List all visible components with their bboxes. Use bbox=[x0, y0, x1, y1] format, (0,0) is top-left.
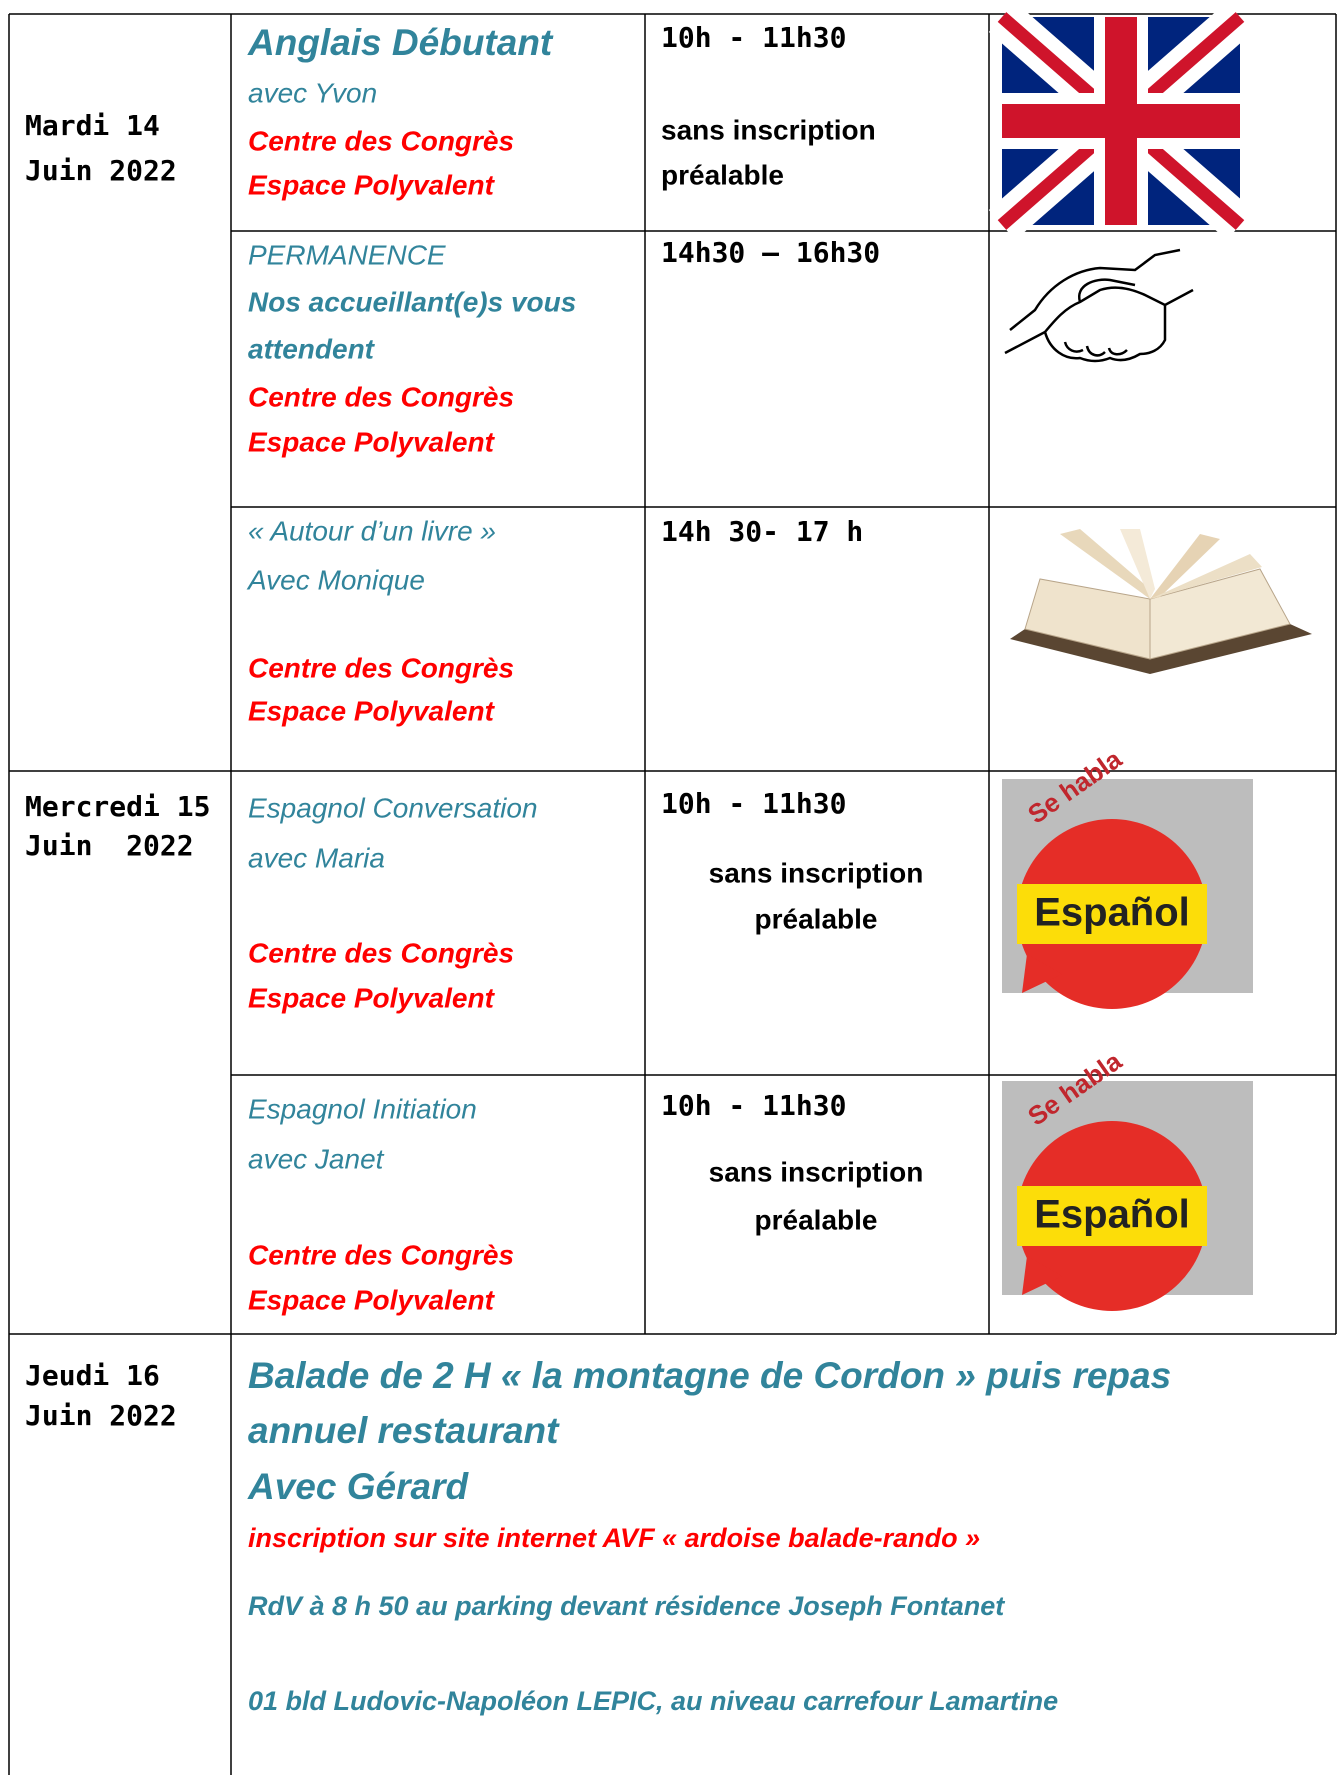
table-borders bbox=[8, 13, 1337, 1775]
event-registration: inscription sur site internet AVF « ardo… bbox=[248, 1523, 980, 1553]
event-note: sans inscription bbox=[709, 1156, 924, 1187]
event-detail: avec Yvon bbox=[248, 77, 377, 108]
event-detail: Nos accueillant(e)s vous bbox=[248, 286, 576, 317]
event-detail: Avec Monique bbox=[246, 564, 425, 595]
event-note: sans inscription bbox=[661, 114, 876, 145]
event-title: Anglais Débutant bbox=[247, 22, 554, 63]
event-title: Espagnol Conversation bbox=[248, 792, 538, 823]
event-place: Espace Polyvalent bbox=[248, 1284, 496, 1315]
day: Mercredi 15 bbox=[25, 790, 210, 823]
image-text: Español bbox=[1034, 1193, 1190, 1237]
day: Juin 2022 bbox=[25, 154, 177, 187]
event-place: Espace Polyvalent bbox=[248, 982, 496, 1013]
event-detail: avec Janet bbox=[248, 1143, 385, 1174]
event-title: Balade de 2 H « la montagne de Cordon » … bbox=[248, 1355, 1171, 1396]
day: Juin 2022 bbox=[25, 829, 194, 862]
event-time: 14h 30- 17 h bbox=[661, 515, 863, 548]
event-title: Espagnol Initiation bbox=[248, 1093, 477, 1124]
event-time: 10h - 11h30 bbox=[661, 1089, 846, 1122]
day: Juin 2022 bbox=[25, 1399, 177, 1432]
event-address: 01 bld Ludovic-Napoléon LEPIC, au niveau… bbox=[248, 1686, 1058, 1716]
day: Jeudi 16 bbox=[25, 1359, 160, 1392]
uk-flag bbox=[988, 1, 1254, 241]
book-icon bbox=[1010, 529, 1312, 674]
event-meeting: RdV à 8 h 50 au parking devant résidence… bbox=[248, 1591, 1005, 1621]
event-leader: Avec Gérard bbox=[247, 1466, 469, 1507]
event-place: Espace Polyvalent bbox=[248, 426, 496, 457]
event-note: préalable bbox=[661, 159, 784, 190]
event-detail: avec Maria bbox=[248, 842, 385, 873]
event-place: Centre des Congrès bbox=[248, 652, 514, 683]
event-place: Espace Polyvalent bbox=[248, 169, 496, 200]
event-place: Centre des Congrès bbox=[248, 1239, 514, 1270]
day: Mardi 14 bbox=[25, 109, 160, 142]
handshake-icon bbox=[1004, 248, 1194, 363]
event-place: Espace Polyvalent bbox=[248, 695, 496, 726]
event-place: Centre des Congrès bbox=[248, 937, 514, 968]
event-note: préalable bbox=[755, 1204, 878, 1235]
event-title: annuel restaurant bbox=[248, 1410, 560, 1451]
event-title: PERMANENCE bbox=[248, 239, 446, 270]
event-place: Centre des Congrès bbox=[248, 125, 514, 156]
event-place: Centre des Congrès bbox=[248, 381, 514, 412]
event-note: préalable bbox=[755, 903, 878, 934]
event-title: « Autour d’un livre » bbox=[248, 515, 496, 546]
event-note: sans inscription bbox=[709, 857, 924, 888]
event-time: 10h - 11h30 bbox=[661, 787, 846, 820]
spanish-badge: Español Se habla bbox=[1002, 743, 1253, 1009]
event-detail: attendent bbox=[248, 333, 376, 364]
event-time: 10h - 11h30 bbox=[661, 21, 846, 54]
image-text: Español bbox=[1034, 891, 1190, 935]
event-time: 14h30 – 16h30 bbox=[661, 236, 880, 269]
spanish-badge: Español Se habla bbox=[1002, 1045, 1253, 1311]
